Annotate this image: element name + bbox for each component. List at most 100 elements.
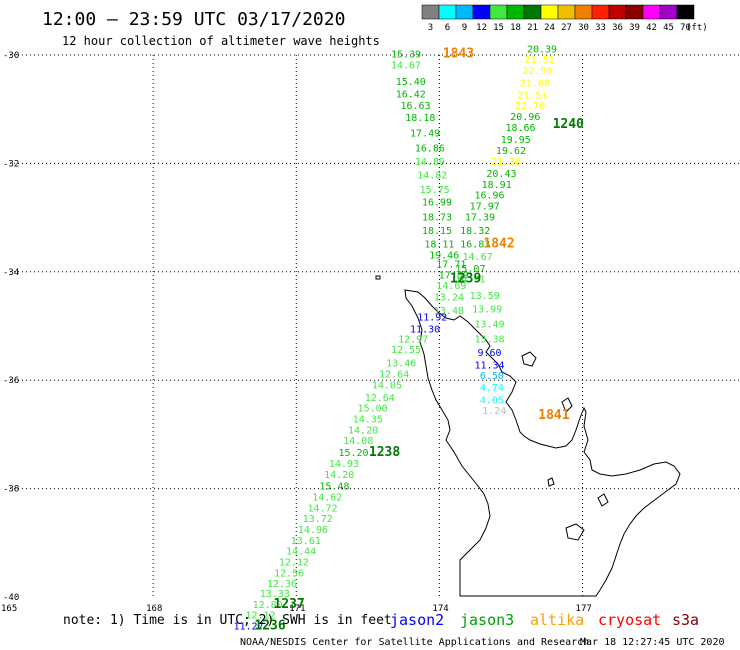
wave-height-value: 14.20 — [324, 470, 354, 481]
legend-swatch — [523, 4, 542, 20]
legend-swatch — [455, 4, 474, 20]
wave-height-value: 17.71 — [436, 259, 466, 270]
wave-height-value: 13.99 — [472, 304, 502, 315]
wave-height-value: 22.98 — [522, 66, 552, 77]
legend-label: 6 — [445, 23, 450, 33]
mission-jason2: jason2 — [390, 611, 444, 629]
legend-label: 45 — [663, 23, 674, 33]
y-tick-label: -40 — [3, 593, 19, 603]
wave-height-value: 20.43 — [486, 169, 516, 180]
wave-height-value: 13.46 — [386, 359, 416, 370]
wave-height-value: 9.60 — [477, 348, 501, 359]
wave-height-value: 18.32 — [460, 226, 490, 237]
legend-swatch — [421, 4, 440, 20]
wave-height-value: 11.30 — [410, 325, 440, 336]
legend-label: 27 — [561, 23, 572, 33]
legend-swatch — [642, 4, 661, 20]
legend-label: 36 — [612, 23, 623, 33]
wave-height-value: 4.74 — [480, 383, 504, 394]
y-tick-label: -34 — [3, 268, 19, 278]
wave-height-value: 16.99 — [422, 198, 452, 209]
pass-label: 1237 — [273, 597, 304, 612]
wave-height-value: 14.89 — [415, 157, 445, 168]
wave-height-value: 14.82 — [417, 171, 447, 182]
legend-label: 39 — [629, 23, 640, 33]
x-tick-label: 168 — [146, 604, 162, 614]
wave-height-value: 16.86 — [415, 143, 445, 154]
wave-height-value: 18.73 — [422, 212, 452, 223]
chart-title: 12:00 – 23:59 UTC 03/17/2020 — [42, 9, 345, 30]
color-legend: 3 6 9 12 15 18 21 24 27 30 33 36 39 42 45 70(ft) — [421, 4, 708, 33]
wave-height-value: 16.96 — [474, 191, 504, 202]
legend-label: 33 — [595, 23, 606, 33]
wave-height-value: 15.20 — [338, 448, 368, 459]
wave-height-value: 13.24 — [434, 293, 464, 304]
wave-height-value: 21.51 — [517, 90, 547, 101]
mission-legend: jason2 jason3 altika cryosat s3a — [390, 611, 699, 629]
legend-swatch — [574, 4, 593, 20]
wave-height-value: 15.00 — [358, 404, 388, 415]
wave-height-value: 14.20 — [348, 425, 378, 436]
wave-height-value: 21.51 — [525, 55, 555, 66]
pass-label: 1841 — [538, 408, 569, 423]
wave-height-value: 18.18 — [405, 113, 435, 124]
wave-height-value: 17.39 — [465, 212, 495, 223]
wave-height-value: 13.61 — [291, 536, 321, 547]
wave-height-value: 14.44 — [286, 547, 316, 558]
legend-swatch — [472, 4, 491, 20]
wave-height-value: 19.95 — [501, 135, 531, 146]
x-tick-label: 174 — [432, 604, 448, 614]
wave-height-value: 22.70 — [515, 101, 545, 112]
wave-height-value: 13.72 — [303, 514, 333, 525]
wave-height-value: 17.59 — [439, 270, 469, 281]
wave-height-value: 14.67 — [463, 252, 493, 263]
y-tick-label: -38 — [3, 485, 19, 495]
legend-label: 12 — [476, 23, 487, 33]
wave-height-value: 12.55 — [391, 345, 421, 356]
wave-height-value: 18.91 — [482, 180, 512, 191]
footer-note: note: 1) Time is in UTC; 2) SWH is in fe… — [63, 613, 392, 628]
y-tick-label: -32 — [3, 159, 19, 169]
wave-height-value: 14.96 — [298, 525, 328, 536]
pass-label: 1843 — [443, 47, 474, 62]
legend-swatch — [489, 4, 508, 20]
wave-height-value: 12.97 — [398, 334, 428, 345]
legend-swatch — [625, 4, 644, 20]
legend-label: 70 — [680, 23, 691, 33]
wave-height-value: 19.46 — [429, 250, 459, 261]
wave-height-value: 13.38 — [474, 334, 504, 345]
wave-height-value: 18.11 — [424, 239, 454, 250]
wave-height-value: 15.07 — [455, 264, 485, 275]
legend-swatch — [676, 4, 695, 20]
y-tick-label: -30 — [3, 51, 19, 61]
legend-label: 9 — [462, 23, 467, 33]
axis-tick-labels: 165 168 171 174 177 -30 -32 -34 -36 -38 -40 — [1, 51, 592, 614]
wave-height-value: 13.33 — [260, 589, 290, 600]
wave-height-value: 13.48 — [434, 306, 464, 317]
wave-height-value: 11.34 — [474, 360, 504, 371]
wave-height-value: 17.97 — [470, 201, 500, 212]
mission-s3a: s3a — [672, 611, 699, 629]
pass-label: 1842 — [483, 236, 514, 251]
wave-height-value: 12.64 — [379, 369, 409, 380]
wave-height-value: 4.05 — [480, 396, 504, 407]
wave-height-value: 14.67 — [391, 61, 421, 72]
wave-height-value: 14.91 — [455, 275, 485, 286]
wave-height-value: 21.38 — [491, 157, 521, 168]
wave-height-value: 11.27 — [234, 622, 264, 633]
wave-height-value: 12.12 — [279, 558, 309, 569]
legend-swatch — [557, 4, 576, 20]
wave-height-value: 13.59 — [470, 291, 500, 302]
wave-height-value: 18.66 — [505, 123, 535, 134]
legend-label: 21 — [527, 23, 538, 33]
wave-height-value: 16.63 — [401, 101, 431, 112]
pass-label: 1240 — [553, 117, 584, 132]
wave-height-value: 13.49 — [474, 320, 504, 331]
footer-credit: NOAA/NESDIS Center for Satellite Applica… — [240, 637, 589, 648]
x-tick-label: 177 — [576, 604, 592, 614]
legend-label: 18 — [510, 23, 521, 33]
wave-height-value: 15.39 — [391, 50, 421, 61]
pass-label: 1239 — [450, 272, 481, 287]
pass-id-labels: 1843 1240 1842 1239 1238 1841 1237 1236 — [254, 47, 584, 634]
